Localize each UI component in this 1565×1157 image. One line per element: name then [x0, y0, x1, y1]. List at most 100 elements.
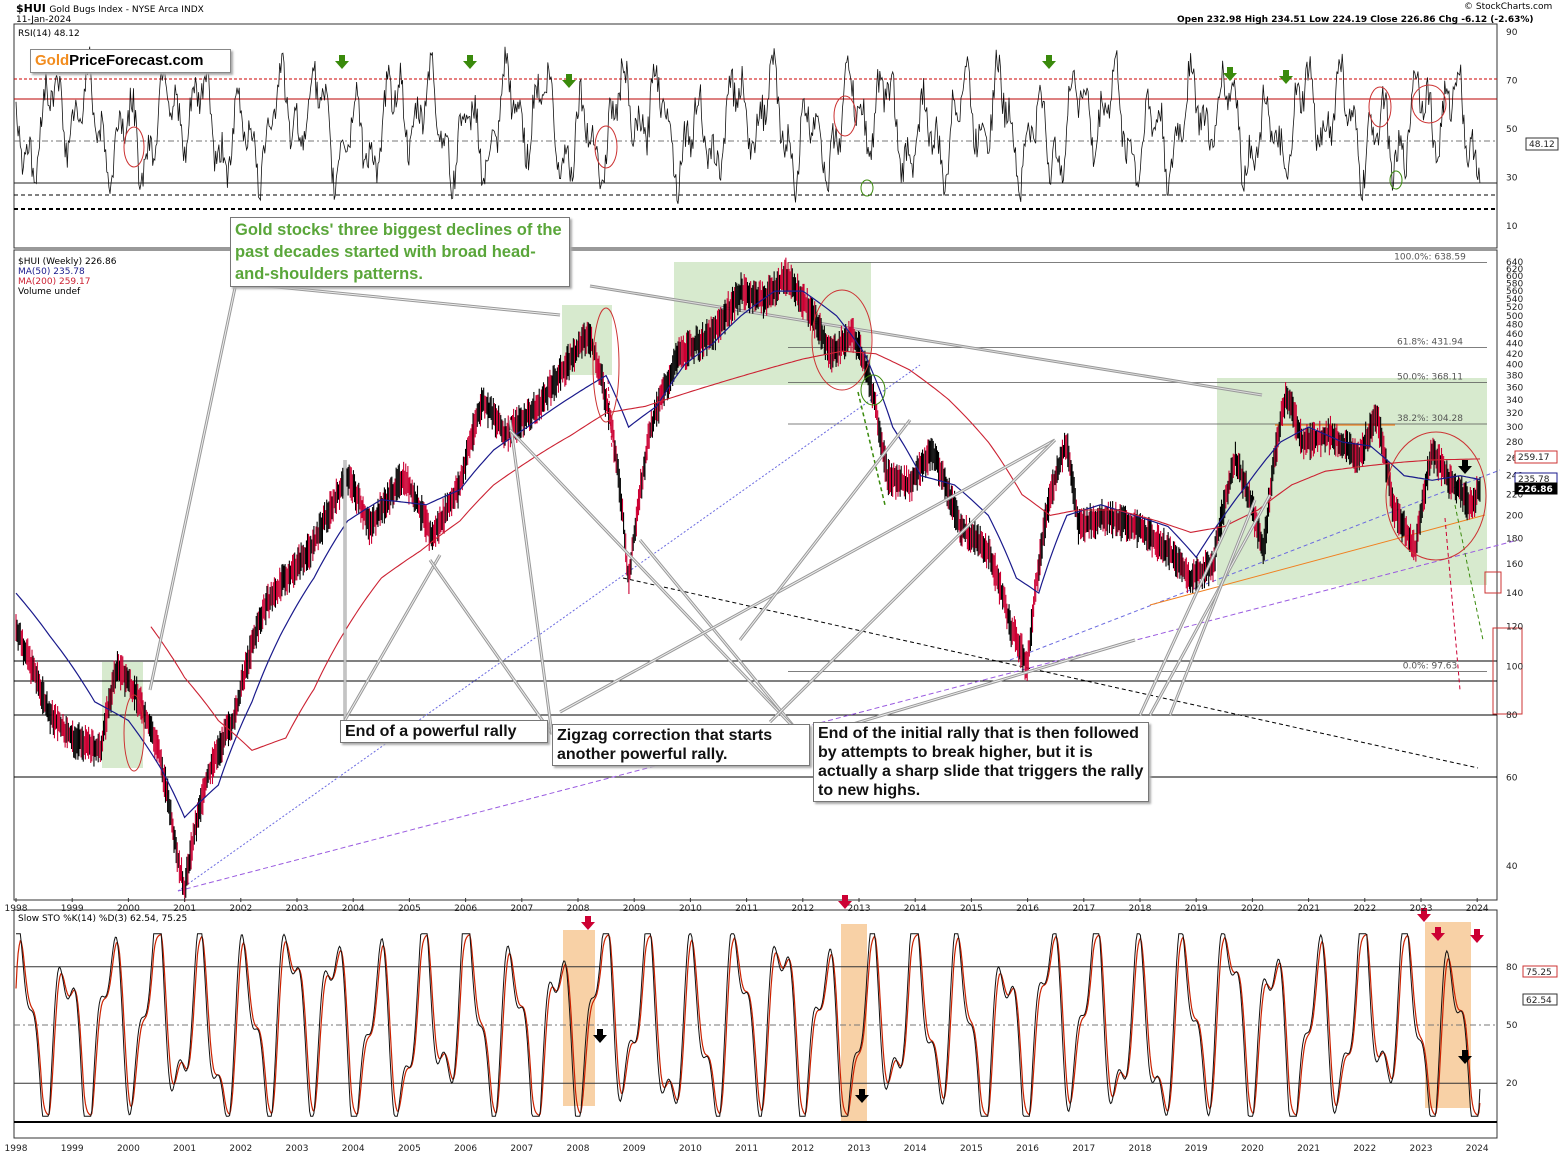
year-label-2012: 2012 [791, 904, 814, 914]
sto-k-line [16, 933, 1481, 1117]
annotations [123, 55, 1523, 1103]
projection-red [1444, 517, 1461, 691]
sto-red-arrow-3 [1431, 927, 1445, 941]
price-tick-140: 140 [1506, 589, 1523, 599]
callout-connector-inner-4 [429, 559, 553, 735]
price-legend-ma50: MA(50) 235.78 [18, 267, 85, 277]
price-tick-500: 500 [1506, 312, 1523, 322]
rsi-tick-30: 30 [1506, 174, 1518, 184]
year-label-2005: 2005 [398, 904, 421, 914]
callout-connector-inner-7 [509, 429, 801, 735]
sto-year-label-2011: 2011 [735, 1144, 758, 1154]
year-label-2018: 2018 [1129, 904, 1152, 914]
sto-year-label-2015: 2015 [960, 1144, 983, 1154]
fib-label-3: 38.2%: 304.28 [1397, 414, 1463, 424]
year-label-2020: 2020 [1241, 904, 1264, 914]
ma50-line [15, 290, 1481, 819]
logo-rest: PriceForecast.com [69, 52, 204, 69]
rsi-tick-70: 70 [1506, 77, 1518, 87]
callout-head-and-shoulders: Gold stocks' three biggest declines of t… [230, 217, 570, 287]
price-tick-340: 340 [1506, 396, 1523, 406]
sto-panel-frame [13, 909, 1498, 1139]
sto-year-label-2005: 2005 [398, 1144, 421, 1154]
ohlc-readout: Open 232.98 High 234.51 Low 224.19 Close… [1177, 15, 1534, 25]
price-tick-320: 320 [1506, 409, 1523, 419]
sto-d-last-value: 75.25 [1526, 968, 1552, 978]
sto-year-label-2022: 2022 [1353, 1144, 1376, 1154]
rsi-legend: RSI(14) 48.12 [18, 29, 80, 39]
year-label-2022: 2022 [1353, 904, 1376, 914]
year-label-2021: 2021 [1297, 904, 1320, 914]
sto-tick-20: 20 [1506, 1079, 1518, 1089]
year-label-2006: 2006 [454, 904, 477, 914]
annotation-circle-2 [833, 95, 857, 137]
sto-year-label-2023: 2023 [1410, 1144, 1433, 1154]
projection-green-2013 [857, 391, 886, 506]
sto-year-label-2012: 2012 [791, 1144, 814, 1154]
callout-connector-inner-6 [639, 539, 801, 735]
ma200-last-badge [1514, 450, 1558, 464]
fib-label-4: 0.0%: 97.63 [1403, 662, 1458, 672]
trend-lines [177, 284, 1519, 892]
sto-year-label-2019: 2019 [1185, 1144, 1208, 1154]
sto-year-label-2001: 2001 [173, 1144, 196, 1154]
year-label-2011: 2011 [735, 904, 758, 914]
price-legend-ma200: MA(200) 259.17 [18, 277, 91, 287]
neckline-grey-inner [589, 285, 1263, 396]
sto-year-label-2020: 2020 [1241, 1144, 1264, 1154]
rsi-tick-90: 90 [1506, 28, 1518, 38]
callout-connector-inner-1 [235, 282, 561, 316]
callout-connector-inner-14 [739, 419, 911, 641]
price-tick-380: 380 [1506, 372, 1523, 382]
axis-labels: 907050301048.126406206005805605405205004… [5, 28, 1559, 1154]
rsi-last-value: 48.12 [1529, 140, 1555, 150]
price-tick-360: 360 [1506, 383, 1523, 393]
callout-connector-inner-8 [559, 439, 1056, 713]
rsi-green-arrow-2 [562, 74, 576, 88]
annotation-circle-7 [123, 694, 145, 772]
sto-d-badge [1522, 965, 1558, 978]
year-label-2015: 2015 [960, 904, 983, 914]
black-arrow-3 [1458, 460, 1472, 474]
fib-label-1: 61.8%: 431.94 [1397, 338, 1463, 348]
trendline-orange [1149, 514, 1486, 606]
ma200-last-value: 259.17 [1518, 453, 1550, 463]
price-tick-160: 160 [1506, 560, 1523, 570]
year-label-2024: 2024 [1466, 904, 1489, 914]
price-tick-480: 480 [1506, 321, 1523, 331]
price-tick-620: 620 [1506, 265, 1523, 275]
sto-legend: Slow STO %K(14) %D(3) 62.54, 75.25 [18, 914, 188, 924]
sto-red-arrow-1 [838, 895, 852, 909]
credit-label: © StockCharts.com [1464, 2, 1553, 12]
year-label-1999: 1999 [61, 904, 84, 914]
highlight-box-4 [563, 930, 595, 1106]
year-label-2016: 2016 [1016, 904, 1039, 914]
price-tick-600: 600 [1506, 272, 1523, 282]
rsi-green-arrow-5 [1279, 70, 1293, 84]
price-last-badge [1514, 482, 1558, 495]
sto-year-label-2018: 2018 [1129, 1144, 1152, 1154]
price-tick-120: 120 [1506, 623, 1523, 633]
sto-year-label-2013: 2013 [848, 1144, 871, 1154]
index-name: Gold Bugs Index - NYSE Arca INDX [49, 5, 204, 15]
callout-connector-inner-5 [509, 419, 553, 735]
logo-gold: Gold [35, 52, 70, 69]
sto-red-arrow-0 [581, 916, 595, 930]
sto-k-last-value: 62.54 [1526, 996, 1552, 1006]
price-last-value: 226.86 [1518, 485, 1553, 495]
annotation-circle-10 [860, 374, 886, 406]
sto-year-label-2024: 2024 [1466, 1144, 1489, 1154]
annotation-circle-5 [860, 179, 874, 197]
rsi-panel-frame [13, 23, 1498, 249]
callout-connector-inner-0 [149, 282, 237, 691]
sto-year-label-2000: 2000 [117, 1144, 140, 1154]
year-label-2004: 2004 [342, 904, 365, 914]
data-series [15, 46, 1481, 1117]
rsi-green-arrow-0 [335, 55, 349, 69]
price-tick-220: 220 [1506, 491, 1523, 501]
year-label-2009: 2009 [623, 904, 646, 914]
rsi-green-arrow-1 [463, 55, 477, 69]
sto-tick-50: 50 [1506, 1021, 1518, 1031]
rsi-tick-10: 10 [1506, 222, 1518, 232]
price-tick-520: 520 [1506, 303, 1523, 313]
